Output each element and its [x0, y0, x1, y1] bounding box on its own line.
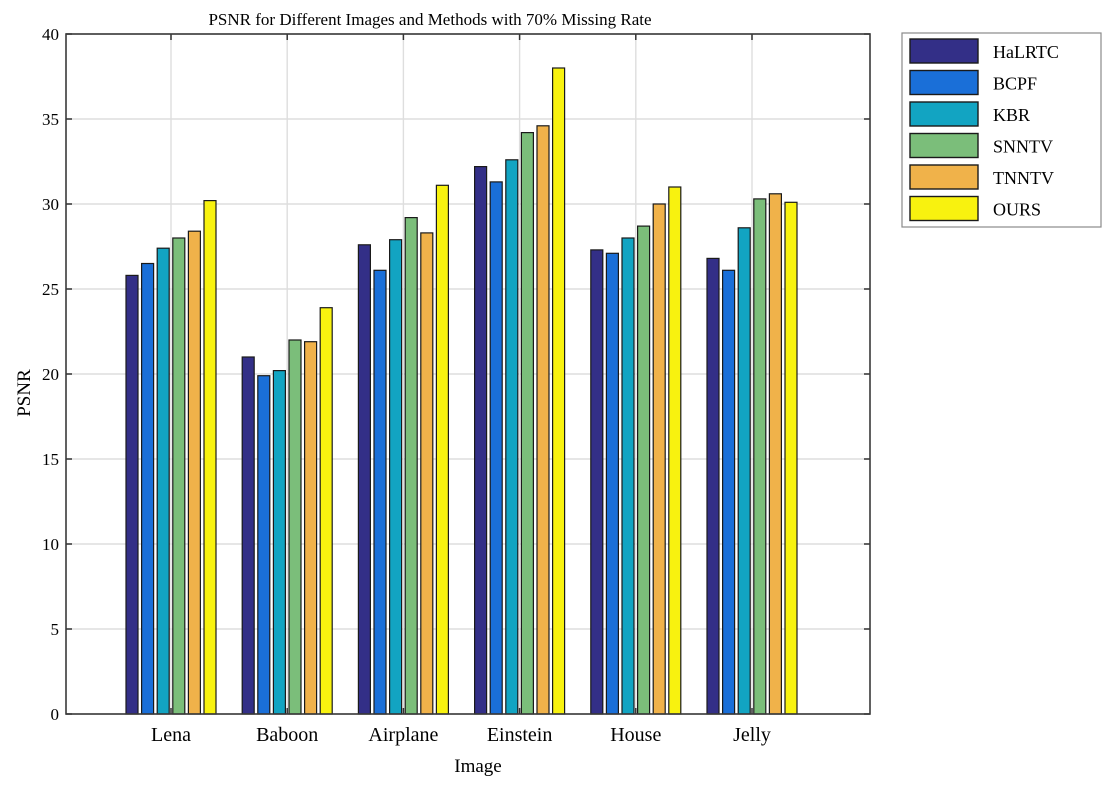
- legend: HaLRTC BCPF KBR SNNTV TNNTV OURS: [901, 32, 1102, 228]
- bar-tnntv-einstein: [536, 125, 550, 715]
- bar-bcpf-house: [605, 252, 620, 715]
- bars: [125, 67, 798, 715]
- y-tick-label: 10: [42, 535, 59, 554]
- y-tick-label: 35: [42, 110, 59, 129]
- bar-tnntv-jelly: [768, 193, 783, 715]
- bar-tnntv-airplane: [420, 232, 434, 715]
- bar-halrtc-house: [590, 249, 604, 715]
- bar-bcpf-jelly: [721, 269, 736, 715]
- bar-bcpf-einstein: [489, 181, 503, 715]
- y-tick-label: 0: [51, 705, 60, 724]
- bar-ours-baboon: [319, 307, 333, 715]
- legend-label-snntv: SNNTV: [993, 137, 1053, 157]
- bar-kbr-einstein: [505, 159, 519, 715]
- bar-halrtc-airplane: [357, 244, 371, 715]
- bar-tnntv-lena: [187, 230, 201, 715]
- y-tick-label: 5: [51, 620, 60, 639]
- x-category-label: Lena: [151, 724, 191, 746]
- y-tick-label: 20: [42, 365, 59, 384]
- y-tick-label: 40: [42, 25, 59, 44]
- legend-label-kbr: KBR: [993, 105, 1030, 125]
- bar-tnntv-baboon: [304, 341, 318, 715]
- bar-kbr-airplane: [389, 239, 403, 715]
- bar-ours-airplane: [435, 184, 449, 715]
- legend-swatch-kbr: [909, 101, 979, 127]
- legend-swatch-ours: [909, 195, 979, 222]
- bar-bcpf-airplane: [373, 269, 387, 715]
- bar-snntv-baboon: [288, 339, 302, 715]
- y-tick-label: 15: [42, 450, 59, 469]
- bar-ours-lena: [203, 200, 217, 715]
- x-axis-label: Image: [454, 756, 501, 777]
- y-axis-label: PSNR: [14, 369, 35, 417]
- legend-swatch-snntv: [909, 132, 979, 159]
- bar-ours-house: [668, 186, 682, 715]
- x-category-labels: Lena Baboon Airplane Einstein House Jelly: [151, 724, 771, 746]
- legend-swatch-halrtc: [909, 38, 979, 64]
- legend-box: [901, 32, 1102, 228]
- bar-kbr-lena: [156, 247, 170, 715]
- y-tick-label: 30: [42, 195, 59, 214]
- legend-label-halrtc: HaLRTC: [993, 42, 1059, 62]
- x-category-label: Jelly: [733, 724, 771, 746]
- bar-snntv-jelly: [753, 198, 767, 715]
- bar-halrtc-baboon: [241, 356, 255, 715]
- legend-label-ours: OURS: [993, 200, 1041, 220]
- legend-label-bcpf: BCPF: [993, 74, 1037, 94]
- legend-label-tnntv: TNNTV: [993, 168, 1054, 188]
- legend-swatch-bcpf: [909, 69, 979, 96]
- bar-bcpf-baboon: [257, 375, 271, 715]
- y-tick-labels: 0 5 10 15 20 25 30 35 40: [42, 25, 59, 724]
- chart-title: PSNR for Different Images and Methods wi…: [208, 10, 651, 29]
- bar-snntv-airplane: [404, 217, 418, 715]
- x-category-label: Baboon: [256, 724, 318, 746]
- bar-snntv-house: [636, 225, 651, 715]
- bar-kbr-baboon: [272, 370, 286, 715]
- bar-ours-jelly: [784, 201, 798, 715]
- bar-halrtc-einstein: [474, 166, 488, 715]
- bar-bcpf-lena: [141, 262, 155, 715]
- legend-swatch-tnntv: [909, 164, 979, 190]
- bar-snntv-lena: [172, 237, 186, 715]
- y-tick-label: 25: [42, 280, 59, 299]
- axes: [65, 33, 871, 715]
- bar-snntv-einstein: [520, 132, 535, 715]
- bar-kbr-house: [621, 237, 635, 715]
- bar-tnntv-house: [652, 203, 666, 715]
- x-category-label: House: [610, 724, 661, 746]
- bar-ours-einstein: [551, 67, 566, 715]
- bar-halrtc-jelly: [706, 257, 720, 715]
- plot-frame: [65, 33, 871, 715]
- bar-halrtc-lena: [125, 274, 139, 715]
- bar-kbr-jelly: [737, 227, 751, 715]
- x-category-label: Airplane: [368, 724, 438, 746]
- x-category-label: Einstein: [487, 724, 553, 746]
